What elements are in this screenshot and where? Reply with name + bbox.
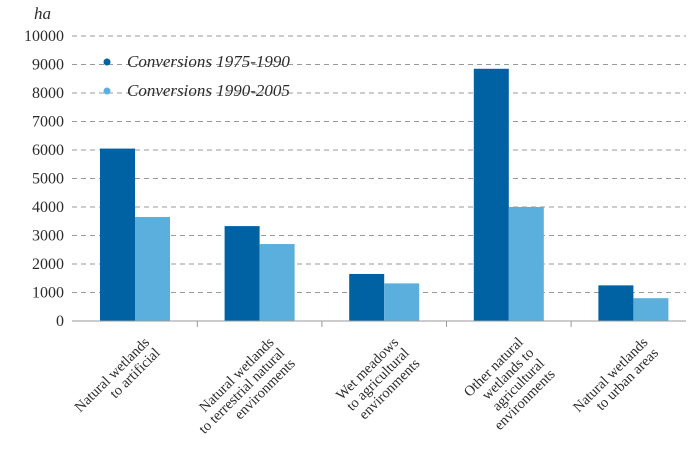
y-tick-label: 8000 xyxy=(32,85,64,102)
y-tick-label: 1000 xyxy=(32,285,64,302)
bar-series2-cat1 xyxy=(135,216,170,321)
y-tick-label: 0 xyxy=(56,313,64,330)
bar-series2-cat4 xyxy=(508,207,544,321)
bar-series1-cat5 xyxy=(598,285,634,321)
bar-series1-cat1 xyxy=(100,148,135,321)
bar-series1-cat2 xyxy=(224,226,260,321)
y-unit-label: ha xyxy=(34,4,51,23)
y-tick-label: 6000 xyxy=(32,142,64,159)
bar-series1-cat3 xyxy=(349,273,385,321)
gridlines xyxy=(72,35,686,293)
bar-series2-cat2 xyxy=(259,244,295,321)
legend-marker xyxy=(103,87,111,95)
legend-label: Conversions 1975-1990 xyxy=(127,52,290,71)
y-tick-label: 5000 xyxy=(32,171,64,188)
y-tick-label: 4000 xyxy=(32,199,64,216)
legend: Conversions 1975-1990 Conversions 1990-20… xyxy=(103,52,290,100)
y-tick-label: 9000 xyxy=(32,57,64,74)
bars xyxy=(100,68,669,322)
y-axis-ticks: 0 1000 2000 3000 4000 5000 6000 7000 8000 9000 100… xyxy=(24,28,64,330)
legend-label: Conversions 1990-2005 xyxy=(127,81,290,100)
bar-series2-cat5 xyxy=(633,298,669,321)
x-axis-tick-marks xyxy=(196,321,572,327)
y-tick-label: 7000 xyxy=(32,114,64,131)
bar-series1-cat4 xyxy=(473,68,509,322)
y-tick-label: 2000 xyxy=(32,256,64,273)
bar-series2-cat3 xyxy=(384,283,420,321)
legend-marker xyxy=(103,58,111,66)
y-tick-label: 3000 xyxy=(32,228,64,245)
y-tick-label: 10000 xyxy=(24,28,64,45)
